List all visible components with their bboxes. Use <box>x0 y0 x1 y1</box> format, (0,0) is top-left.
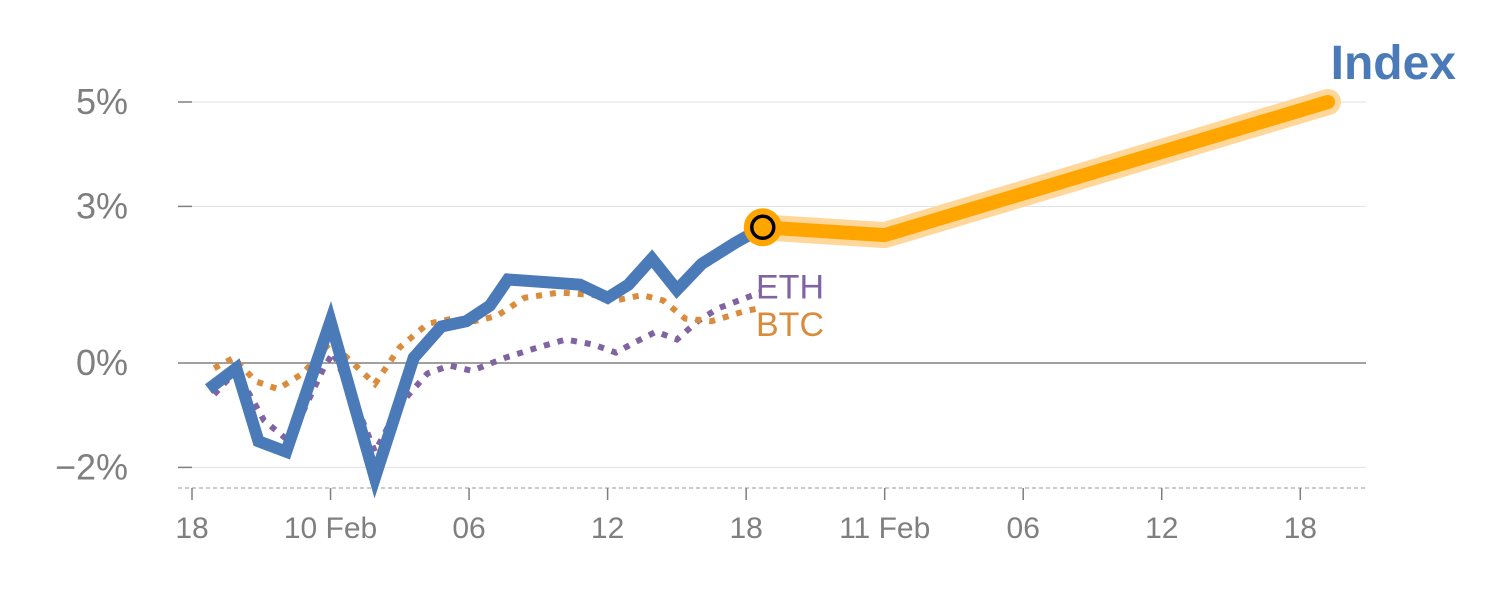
ytick-label: 5% <box>76 81 128 122</box>
xtick-label: 06 <box>452 512 485 545</box>
xtick-label: 18 <box>729 512 762 545</box>
xtick-label: 10 Feb <box>284 512 377 545</box>
xtick-label: 18 <box>175 512 208 545</box>
forecast-line <box>755 95 1335 243</box>
grid-layer <box>192 101 1366 468</box>
xtick-label: 12 <box>1145 512 1178 545</box>
index-line <box>204 222 766 499</box>
xtick-label: 12 <box>591 512 624 545</box>
series-label-btc: BTC <box>756 306 824 344</box>
ytick-label: 3% <box>76 185 128 226</box>
xtick-label: 18 <box>1284 512 1317 545</box>
xtick-label: 11 Feb <box>839 512 930 545</box>
series-layer <box>204 89 1341 499</box>
current-value-marker <box>750 214 776 241</box>
ytick-label: 0% <box>76 342 128 383</box>
series-label-eth: ETH <box>756 269 824 307</box>
ytick-label: −2% <box>55 446 128 487</box>
xtick-label: 06 <box>1007 512 1040 545</box>
chart-title: Index <box>1330 37 1456 90</box>
